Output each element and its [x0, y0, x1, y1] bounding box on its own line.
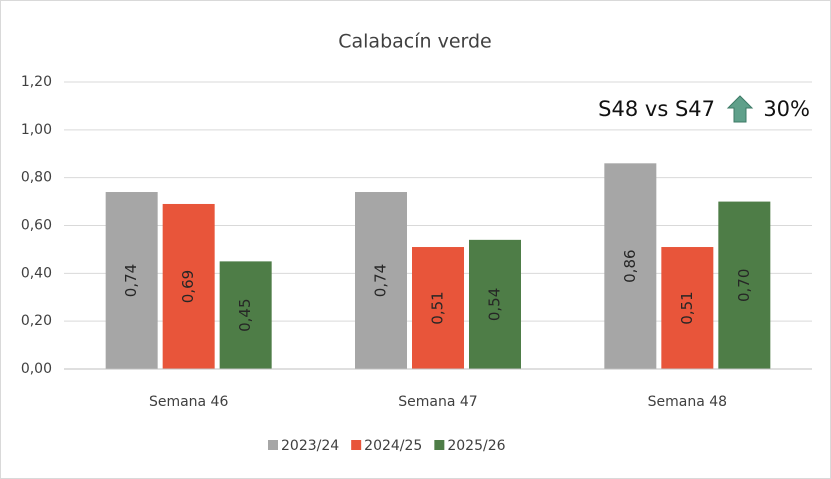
y-tick-label: 0,00	[21, 361, 52, 377]
data-label: 0,74	[122, 264, 140, 297]
bar	[412, 247, 464, 369]
data-label: 0,45	[236, 298, 254, 331]
data-label: 0,54	[486, 288, 504, 321]
annotation: S48 vs S47	[598, 97, 715, 121]
bar	[661, 247, 714, 369]
x-tick-label: Semana 46	[149, 394, 229, 410]
data-label: 0,51	[429, 291, 447, 324]
x-tick-label: Semana 47	[398, 394, 477, 410]
legend-label: 2025/26	[447, 438, 505, 454]
legend-swatch	[268, 440, 278, 450]
data-label: 0,86	[621, 249, 639, 282]
y-tick-label: 0,60	[21, 218, 52, 234]
x-tick-label: Semana 48	[648, 394, 727, 410]
data-label: 0,69	[179, 270, 197, 303]
up-arrow-icon	[726, 95, 754, 123]
y-tick-label: 0,20	[21, 313, 52, 329]
bar	[105, 192, 158, 369]
legend-swatch	[434, 440, 445, 450]
chart-title: Calabacín verde	[338, 31, 492, 53]
data-label: 0,70	[735, 269, 753, 302]
bar	[355, 192, 407, 369]
annotation-change: 30%	[763, 97, 810, 121]
bar	[162, 203, 215, 369]
y-tick-label: 0,40	[21, 265, 52, 281]
legend-label: 2023/24	[281, 438, 339, 454]
legend-swatch	[351, 440, 362, 450]
y-tick-label: 1,00	[21, 122, 52, 138]
data-label: 0,51	[678, 291, 696, 324]
data-label: 0,74	[372, 264, 390, 297]
legend-label: 2024/25	[364, 438, 422, 454]
bar	[469, 239, 521, 369]
y-tick-label: 0,80	[21, 170, 52, 186]
bar	[604, 163, 657, 369]
bar	[219, 261, 272, 369]
bar	[718, 201, 771, 369]
y-tick-label: 1,20	[21, 74, 52, 90]
